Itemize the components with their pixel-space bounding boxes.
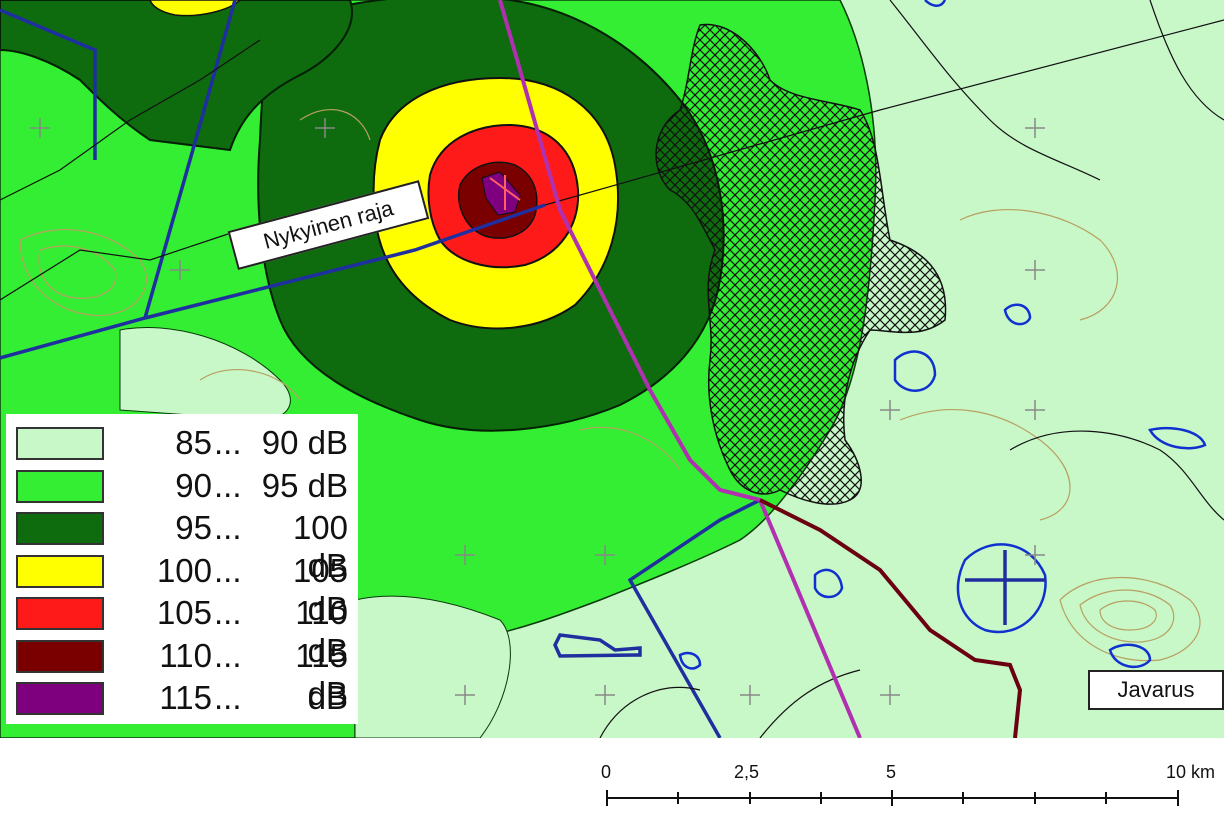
legend-separator: ... [214, 679, 242, 716]
legend-high: 90 dB [261, 424, 348, 461]
legend: 85... 90 dB 90... 95 dB 95... 100 dB 100... 105… [6, 414, 358, 724]
legend-separator: ... [214, 594, 242, 631]
legend-row: 110... 115 dB [16, 636, 356, 712]
legend-low: 100 [156, 551, 212, 589]
legend-low: 95 [175, 509, 212, 546]
legend-swatch [16, 682, 104, 715]
legend-high: 95 dB [261, 466, 348, 504]
scale-bar [606, 790, 1179, 806]
legend-high: 115 dB [295, 636, 348, 712]
legend-low: 85 [175, 424, 212, 461]
boundary-lines [0, 0, 1045, 738]
legend-row: 115... dB [16, 679, 356, 716]
legend-low: 105 [156, 594, 212, 631]
grid-crosses [30, 118, 1045, 705]
legend-row: 95... 100 dB [16, 509, 356, 584]
legend-high: 100 dB [292, 509, 348, 584]
thin-lines [0, 0, 1224, 738]
legend-swatch [16, 469, 104, 503]
legend-high: dB [307, 679, 348, 716]
legend-row: 105... 110 dB [16, 594, 356, 669]
hatched-area [655, 23, 947, 505]
place-label: Javarus [1088, 670, 1224, 710]
legend-separator: ... [214, 424, 242, 461]
zone-95-100-nw [0, 0, 353, 152]
legend-swatch [16, 427, 104, 460]
legend-high: 105 dB [292, 551, 348, 627]
zone-85-90-patch [354, 595, 511, 738]
legend-low: 115 [159, 679, 212, 716]
legend-separator: ... [214, 466, 242, 504]
scale-tick-label: 10 km [1166, 762, 1216, 782]
legend-high: 110 dB [295, 594, 348, 669]
legend-swatch [16, 639, 104, 673]
legend-swatch [16, 597, 104, 630]
scale-tick-label: 0 [601, 762, 612, 782]
legend-row: 90... 95 dB [16, 466, 356, 504]
legend-row: 85... 90 dB [16, 424, 356, 461]
track [759, 498, 1023, 738]
legend-row: 100... 105 dB [16, 551, 356, 627]
scale-tick-label: 2,5 [734, 762, 760, 782]
legend-swatch [16, 512, 104, 545]
legend-separator: ... [214, 509, 242, 546]
water-bodies [678, 0, 1207, 670]
zone-115 [481, 171, 521, 216]
legend-swatch [16, 554, 104, 588]
scale-tick-label: 5 [886, 762, 897, 782]
legend-separator: ... [214, 551, 242, 589]
contour-lines [19, 109, 1201, 662]
legend-low: 90 [175, 466, 212, 504]
legend-separator: ... [214, 636, 242, 674]
legend-low: 110 [159, 636, 212, 674]
source-marker [489, 175, 521, 210]
